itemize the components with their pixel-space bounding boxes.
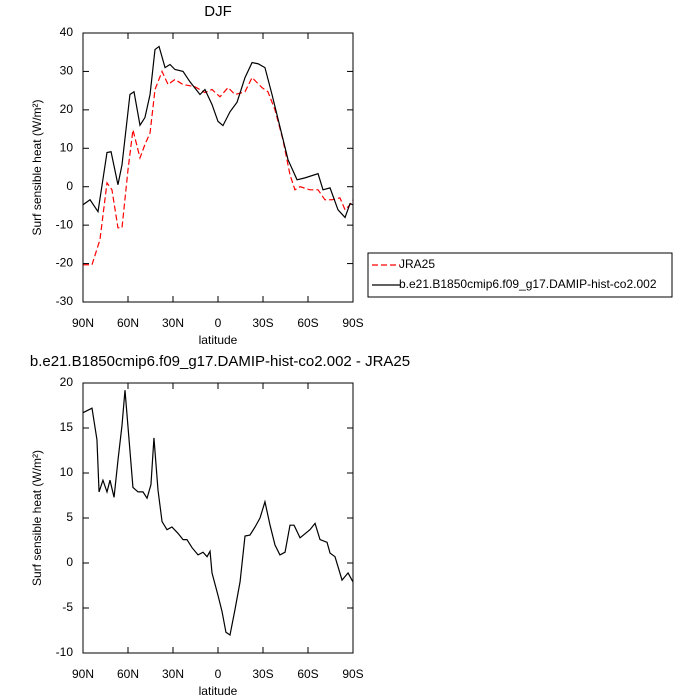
- y-tick-label: 0: [66, 555, 73, 569]
- y-tick-label: 0: [66, 179, 73, 193]
- data-line: [82, 390, 354, 636]
- x-tick-label: 90S: [342, 316, 363, 330]
- y-tick-label: 20: [60, 375, 74, 389]
- y-axis-label: Surf sensible heat (W/m²): [30, 450, 44, 586]
- y-tick-label: 20: [60, 102, 74, 116]
- legend-label: JRA25: [399, 257, 435, 271]
- y-tick-label: -10: [56, 217, 74, 231]
- y-tick-label: 15: [60, 420, 74, 434]
- y-tick-label: -20: [56, 256, 74, 270]
- x-axis-label: latitude: [199, 333, 238, 347]
- y-tick-label: 5: [66, 510, 73, 524]
- legend-box: [367, 252, 673, 298]
- y-tick-label: -10: [56, 645, 74, 659]
- x-tick-label: 90S: [342, 667, 363, 681]
- x-tick-label: 60N: [117, 316, 139, 330]
- x-tick-label: 90N: [72, 667, 94, 681]
- y-axis-label: Surf sensible heat (W/m²): [30, 99, 44, 235]
- legend-label: b.e21.B1850cmip6.f09_g17.DAMIP-hist-co2.…: [399, 277, 657, 291]
- y-tick-label: 10: [60, 465, 74, 479]
- x-tick-label: 60S: [297, 316, 318, 330]
- x-tick-label: 90N: [72, 316, 94, 330]
- x-tick-label: 0: [215, 667, 222, 681]
- x-tick-label: 60N: [117, 667, 139, 681]
- x-axis-label: latitude: [199, 684, 238, 698]
- plot-frame: [82, 382, 354, 654]
- y-tick-label: 40: [60, 25, 74, 39]
- x-tick-label: 60S: [297, 667, 318, 681]
- y-tick-label: -5: [62, 600, 73, 614]
- plot-frame: [82, 32, 354, 303]
- data-line: [82, 45, 354, 219]
- x-tick-label: 30N: [162, 667, 184, 681]
- x-tick-label: 30S: [252, 316, 273, 330]
- x-tick-label: 0: [215, 316, 222, 330]
- chart-title: DJF: [204, 3, 232, 20]
- y-tick-label: -30: [56, 294, 74, 308]
- x-tick-label: 30N: [162, 316, 184, 330]
- y-tick-label: 10: [60, 140, 74, 154]
- data-line: [83, 69, 354, 266]
- chart-title: b.e21.B1850cmip6.f09_g17.DAMIP-hist-co2.…: [30, 353, 410, 370]
- x-tick-label: 30S: [252, 667, 273, 681]
- y-tick-label: 30: [60, 64, 74, 78]
